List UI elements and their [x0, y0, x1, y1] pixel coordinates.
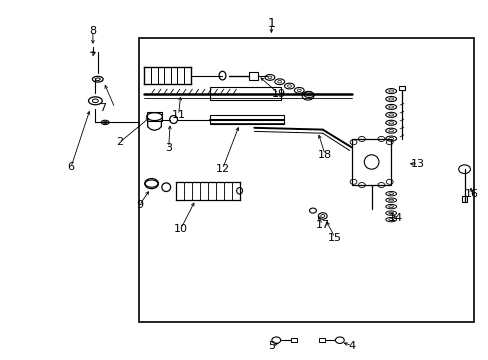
Text: 6: 6 [67, 162, 74, 172]
Text: 7: 7 [99, 103, 106, 113]
Text: 15: 15 [327, 233, 341, 243]
Text: 4: 4 [348, 341, 355, 351]
Text: 11: 11 [171, 110, 185, 120]
Text: 17: 17 [315, 220, 329, 230]
Text: 9: 9 [136, 200, 142, 210]
Text: 10: 10 [174, 224, 187, 234]
Text: 14: 14 [388, 213, 402, 223]
Text: 12: 12 [215, 164, 229, 174]
Text: 13: 13 [410, 159, 424, 169]
Text: 2: 2 [116, 137, 123, 147]
Text: 18: 18 [318, 150, 331, 160]
Text: 19: 19 [271, 89, 285, 99]
Text: 8: 8 [89, 26, 96, 36]
Text: 5: 5 [267, 341, 274, 351]
Text: 3: 3 [165, 143, 172, 153]
Text: 16: 16 [464, 189, 478, 199]
Text: 1: 1 [267, 17, 275, 30]
